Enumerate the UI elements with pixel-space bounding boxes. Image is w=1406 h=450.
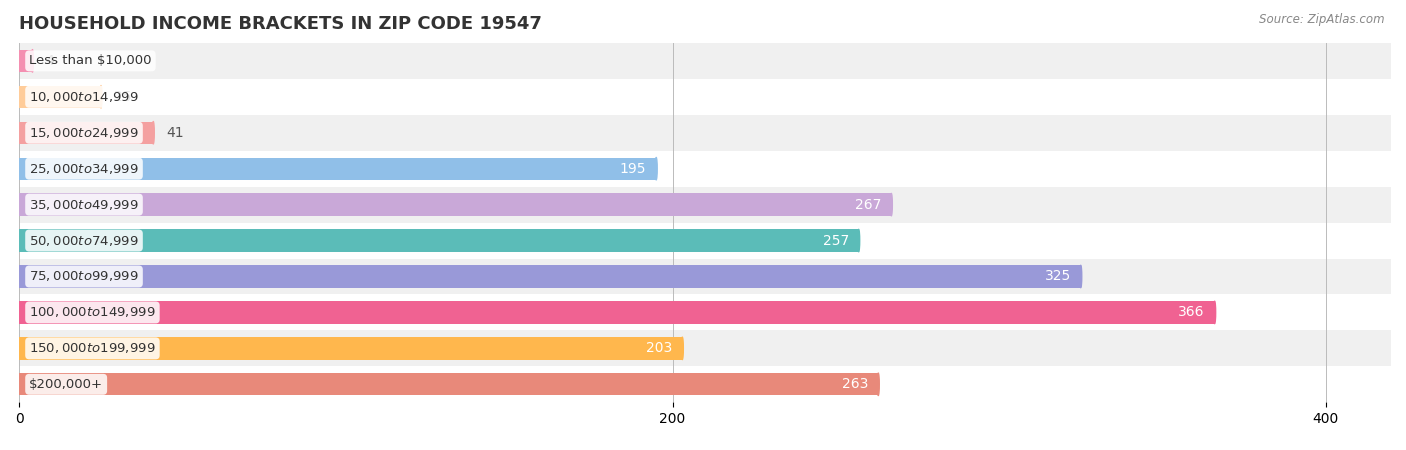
Text: $50,000 to $74,999: $50,000 to $74,999 xyxy=(30,234,139,248)
Bar xyxy=(20,373,879,396)
Bar xyxy=(20,302,1215,324)
Text: 325: 325 xyxy=(1045,270,1071,284)
Bar xyxy=(20,122,153,144)
Circle shape xyxy=(31,50,34,72)
Text: 41: 41 xyxy=(166,126,184,140)
Bar xyxy=(0,151,1406,187)
Bar xyxy=(0,79,1406,115)
Bar xyxy=(0,43,1406,79)
Circle shape xyxy=(655,158,657,180)
Circle shape xyxy=(100,86,103,108)
Text: 257: 257 xyxy=(823,234,849,248)
Text: $200,000+: $200,000+ xyxy=(30,378,103,391)
Bar xyxy=(0,115,1406,151)
Circle shape xyxy=(877,373,879,396)
Bar xyxy=(0,330,1406,366)
Bar xyxy=(0,223,1406,258)
Circle shape xyxy=(152,122,155,144)
Text: Source: ZipAtlas.com: Source: ZipAtlas.com xyxy=(1260,14,1385,27)
Text: 25: 25 xyxy=(114,90,132,104)
Bar xyxy=(20,86,101,108)
Text: $35,000 to $49,999: $35,000 to $49,999 xyxy=(30,198,139,212)
Text: 263: 263 xyxy=(842,377,869,392)
Text: 195: 195 xyxy=(620,162,647,176)
Bar xyxy=(0,187,1406,223)
Text: 267: 267 xyxy=(855,198,882,212)
Text: $150,000 to $199,999: $150,000 to $199,999 xyxy=(30,342,156,356)
Text: $75,000 to $99,999: $75,000 to $99,999 xyxy=(30,270,139,284)
Text: HOUSEHOLD INCOME BRACKETS IN ZIP CODE 19547: HOUSEHOLD INCOME BRACKETS IN ZIP CODE 19… xyxy=(20,15,543,33)
Circle shape xyxy=(682,337,683,360)
Text: $10,000 to $14,999: $10,000 to $14,999 xyxy=(30,90,139,104)
Text: $15,000 to $24,999: $15,000 to $24,999 xyxy=(30,126,139,140)
Circle shape xyxy=(858,230,859,252)
Bar xyxy=(20,230,859,252)
Text: 366: 366 xyxy=(1178,306,1205,320)
Text: $25,000 to $34,999: $25,000 to $34,999 xyxy=(30,162,139,176)
Circle shape xyxy=(1080,266,1081,288)
Text: Less than $10,000: Less than $10,000 xyxy=(30,54,152,68)
Text: 203: 203 xyxy=(647,342,672,356)
Bar xyxy=(20,337,682,360)
Text: 4: 4 xyxy=(45,54,55,68)
Bar xyxy=(20,266,1081,288)
Bar xyxy=(20,158,657,180)
Circle shape xyxy=(890,194,893,216)
Bar xyxy=(20,194,891,216)
Bar xyxy=(20,50,32,72)
Circle shape xyxy=(1213,302,1216,324)
Bar xyxy=(0,366,1406,402)
Bar xyxy=(0,258,1406,294)
Bar xyxy=(0,294,1406,330)
Text: $100,000 to $149,999: $100,000 to $149,999 xyxy=(30,306,156,320)
